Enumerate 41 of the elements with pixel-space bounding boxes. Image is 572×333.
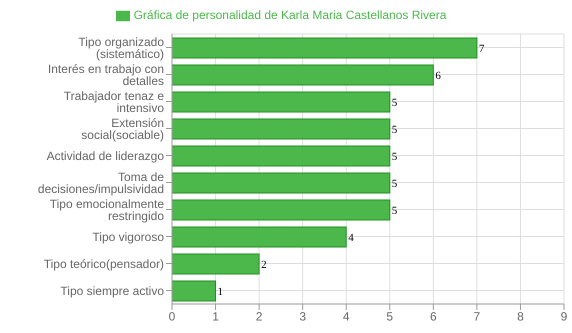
x-tick-label: 8 — [517, 310, 524, 324]
x-tick-label: 4 — [342, 310, 350, 324]
y-tick-label: Tipo organizado (sistemático) — [78, 34, 164, 61]
bar — [172, 38, 478, 58]
x-tick-label: 7 — [474, 310, 481, 324]
bar — [172, 254, 260, 274]
x-tick-label: 6 — [430, 310, 437, 324]
data-label: 1 — [218, 286, 224, 298]
y-tick-label: Trabajador tenaz e intensivo — [64, 88, 164, 115]
y-tick-label: Actividad de liderazgo — [46, 148, 164, 163]
bar — [172, 118, 390, 140]
bar — [172, 92, 390, 112]
bar — [172, 200, 390, 220]
bar — [172, 64, 434, 86]
y-tick-label: Tipo siempre activo — [60, 284, 164, 298]
bar — [172, 280, 216, 302]
data-label: 5 — [392, 178, 398, 190]
x-tick-label: 1 — [212, 310, 220, 324]
x-tick-label: 2 — [256, 310, 263, 324]
y-tick-label: Toma de decisiones/impulsividad — [38, 170, 164, 196]
y-tick-label: Extensión social(sociable) — [81, 116, 164, 142]
bar — [172, 146, 390, 166]
data-label: 6 — [435, 70, 442, 82]
data-label: 5 — [392, 204, 398, 217]
data-label: 5 — [392, 96, 398, 109]
data-label: 4 — [348, 232, 354, 244]
bar — [172, 226, 347, 248]
y-tick-label: Tipo emocionalmente restringido — [50, 196, 164, 223]
x-tick-label: 0 — [168, 310, 176, 324]
y-tick-label: Tipo vigoroso — [92, 230, 164, 244]
legend-label: Gráfica de personalidad de Karla Maria Castellanos Rivera — [134, 8, 446, 22]
x-tick-label: 9 — [560, 310, 568, 324]
data-label: 2 — [261, 258, 267, 271]
y-tick-label: Interés en trabajo con detalles — [48, 62, 164, 88]
bar — [172, 172, 390, 194]
y-tick-label: Tipo teórico(pensador) — [44, 256, 164, 271]
x-tick-label: 3 — [299, 310, 306, 324]
data-label: 5 — [392, 124, 398, 136]
data-label: 5 — [392, 150, 398, 163]
x-tick-label: 5 — [386, 310, 394, 324]
data-label: 7 — [478, 42, 485, 55]
